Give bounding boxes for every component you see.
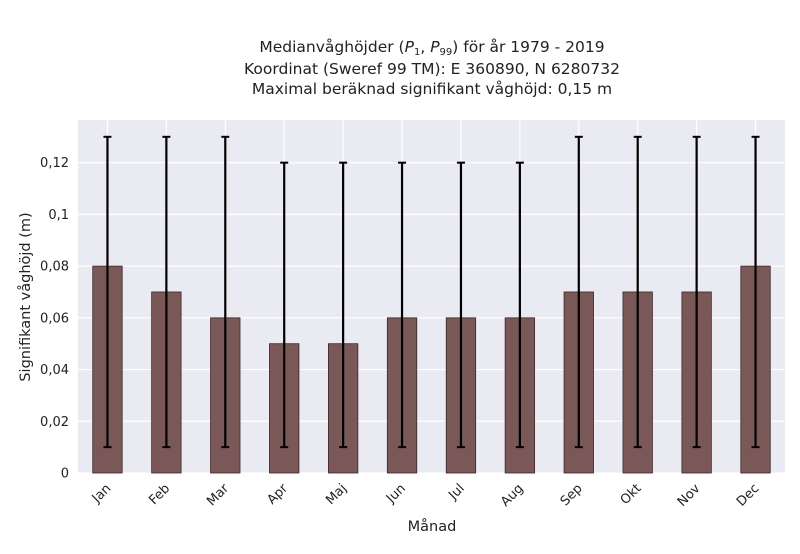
title-p99-symbol: P	[430, 38, 440, 56]
y-axis-label: Signifikant våghöjd (m)	[17, 212, 34, 381]
y-tick-label: 0,02	[40, 415, 69, 430]
title-p1-subscript: 1	[414, 47, 420, 58]
error-bar-jun	[398, 161, 407, 449]
title-line-3: Maximal beräknad signifikant våghöjd: 0,…	[252, 80, 612, 98]
x-tick-label: Feb	[146, 481, 173, 508]
error-bar-apr	[280, 161, 289, 449]
x-tick-label: Jan	[89, 481, 114, 506]
y-tick-label: 0	[61, 467, 69, 482]
x-tick-label: Apr	[265, 481, 292, 508]
title-p99-subscript: 99	[440, 47, 453, 58]
title-line-2: Koordinat (Sweref 99 TM): E 360890, N 62…	[244, 60, 620, 78]
y-tick-label: 0,08	[40, 260, 69, 275]
y-tick-label: 0,06	[40, 311, 69, 326]
x-tick-label: Mar	[204, 481, 232, 509]
title-prefix: Medianvåghöjder (	[259, 38, 404, 56]
chart-title: Medianvåghöjder (P1, P99) för år 1979 - …	[244, 38, 620, 98]
error-bar-mar	[221, 135, 230, 449]
error-bar-nov	[692, 135, 701, 449]
title-p1-symbol: P	[405, 38, 415, 56]
error-bar-feb	[162, 135, 171, 449]
x-tick-label: Nov	[675, 481, 704, 510]
x-axis-ticks: Jan Feb Mar Apr Maj Jun Jul Aug Sep Okt Nov Dec	[89, 481, 763, 510]
error-bar-okt	[633, 135, 642, 449]
y-tick-label: 0,12	[40, 156, 69, 171]
error-bar-jul	[456, 161, 465, 449]
x-tick-label: Jun	[383, 481, 409, 507]
error-bars	[103, 135, 760, 449]
y-tick-label: 0,1	[48, 208, 69, 223]
title-line-1: Medianvåghöjder (P1, P99) för år 1979 - …	[259, 38, 604, 58]
y-tick-label: 0,04	[40, 363, 69, 378]
error-bar-sep	[574, 135, 583, 449]
title-suffix: ) för år 1979 - 2019	[452, 38, 604, 56]
x-tick-label: Sep	[558, 481, 586, 509]
error-bar-jan	[103, 135, 112, 449]
title-separator: ,	[420, 38, 430, 56]
x-tick-label: Okt	[618, 481, 645, 508]
y-axis-ticks: 0 0,02 0,04 0,06 0,08 0,1 0,12	[40, 156, 69, 481]
error-bar-maj	[339, 161, 348, 449]
x-tick-label: Maj	[323, 481, 350, 508]
x-tick-label: Jul	[445, 481, 467, 503]
x-tick-label: Aug	[498, 481, 527, 510]
x-tick-label: Dec	[734, 481, 762, 509]
error-bar-aug	[515, 161, 524, 449]
error-bar-dec	[751, 135, 760, 449]
plot-area	[78, 120, 785, 473]
x-axis-label: Månad	[408, 518, 457, 535]
